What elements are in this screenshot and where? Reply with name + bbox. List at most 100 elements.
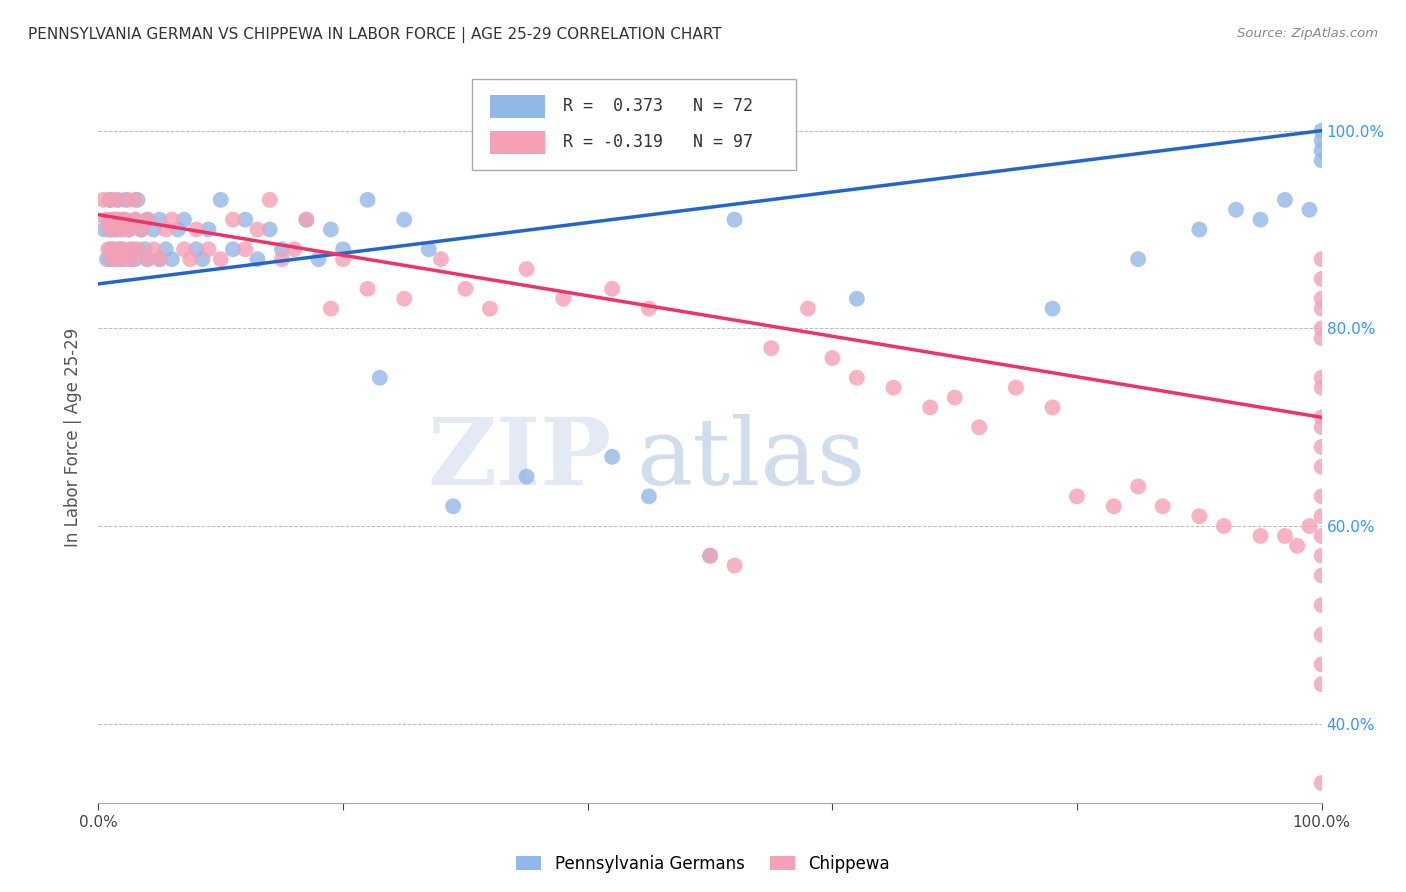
Point: [1310, 459, 1333, 474]
Y-axis label: In Labor Force | Age 25-29: In Labor Force | Age 25-29: [65, 327, 83, 547]
Point: [356, 282, 378, 296]
Point: [191, 252, 214, 267]
Point: [308, 252, 330, 267]
Point: [1225, 202, 1247, 217]
Point: [553, 292, 575, 306]
Point: [197, 242, 219, 256]
Point: [186, 242, 208, 256]
Point: [943, 391, 966, 405]
Point: [233, 212, 256, 227]
Point: [270, 242, 294, 256]
Point: [1298, 202, 1320, 217]
Point: [1310, 321, 1333, 335]
Point: [136, 252, 159, 267]
Point: [478, 301, 501, 316]
Point: [638, 489, 661, 503]
Point: [1249, 529, 1271, 543]
Point: [108, 242, 131, 256]
Point: [1042, 301, 1064, 316]
Point: [121, 242, 143, 256]
Point: [114, 212, 136, 227]
Point: [98, 193, 121, 207]
Point: [127, 193, 149, 207]
Point: [118, 252, 141, 267]
Point: [797, 301, 820, 316]
Point: [845, 371, 868, 385]
Point: [1152, 500, 1174, 514]
Point: [1310, 371, 1333, 385]
Point: [173, 212, 195, 227]
Point: [124, 252, 146, 267]
Point: [98, 222, 121, 236]
Point: [100, 242, 122, 256]
Text: PENNSYLVANIA GERMAN VS CHIPPEWA IN LABOR FORCE | AGE 25-29 CORRELATION CHART: PENNSYLVANIA GERMAN VS CHIPPEWA IN LABOR…: [28, 27, 721, 43]
Point: [1310, 489, 1333, 503]
Point: [368, 371, 391, 385]
Point: [1286, 539, 1309, 553]
Point: [1310, 292, 1333, 306]
Point: [319, 301, 342, 316]
Point: [160, 252, 183, 267]
Point: [104, 222, 127, 236]
Point: [1102, 500, 1125, 514]
Point: [100, 222, 122, 236]
Point: [155, 242, 177, 256]
Point: [920, 401, 942, 415]
Point: [111, 242, 134, 256]
Point: [270, 252, 294, 267]
Point: [136, 252, 159, 267]
Point: [100, 252, 122, 267]
Point: [515, 262, 537, 277]
Point: [246, 222, 269, 236]
Point: [111, 252, 134, 267]
Point: [1298, 519, 1320, 533]
Point: [418, 242, 440, 256]
Point: [845, 292, 868, 306]
Point: [883, 381, 905, 395]
Point: [1310, 657, 1333, 672]
Point: [1004, 381, 1026, 395]
Point: [100, 193, 122, 207]
Point: [209, 252, 232, 267]
Point: [1310, 420, 1333, 434]
Point: [173, 242, 195, 256]
Point: [101, 242, 124, 256]
Point: [1212, 519, 1234, 533]
Point: [392, 292, 416, 306]
Point: [118, 222, 141, 236]
Point: [1128, 479, 1150, 493]
Point: [149, 252, 172, 267]
Point: [124, 212, 146, 227]
Point: [1310, 568, 1333, 582]
Point: [259, 193, 281, 207]
Point: [105, 193, 128, 207]
Point: [1310, 509, 1333, 524]
Point: [167, 222, 190, 236]
Point: [1274, 529, 1296, 543]
Point: [1310, 252, 1333, 267]
Point: [110, 242, 132, 256]
Point: [1310, 440, 1333, 454]
Point: [222, 212, 245, 227]
Point: [1310, 331, 1333, 345]
Point: [105, 252, 128, 267]
Point: [454, 282, 477, 296]
Point: [638, 301, 661, 316]
Point: [107, 212, 129, 227]
Point: [1310, 598, 1333, 612]
Point: [1310, 628, 1333, 642]
Point: [142, 242, 165, 256]
Text: R =  0.373   N = 72: R = 0.373 N = 72: [564, 97, 754, 115]
Point: [259, 222, 281, 236]
Point: [118, 222, 141, 236]
Point: [97, 212, 120, 227]
Point: [100, 252, 122, 267]
Point: [441, 500, 464, 514]
Point: [222, 242, 245, 256]
Text: ZIP: ZIP: [427, 414, 612, 504]
Point: [1310, 776, 1333, 790]
Point: [319, 222, 342, 236]
Point: [821, 351, 844, 365]
Point: [103, 242, 125, 256]
Point: [160, 212, 183, 227]
